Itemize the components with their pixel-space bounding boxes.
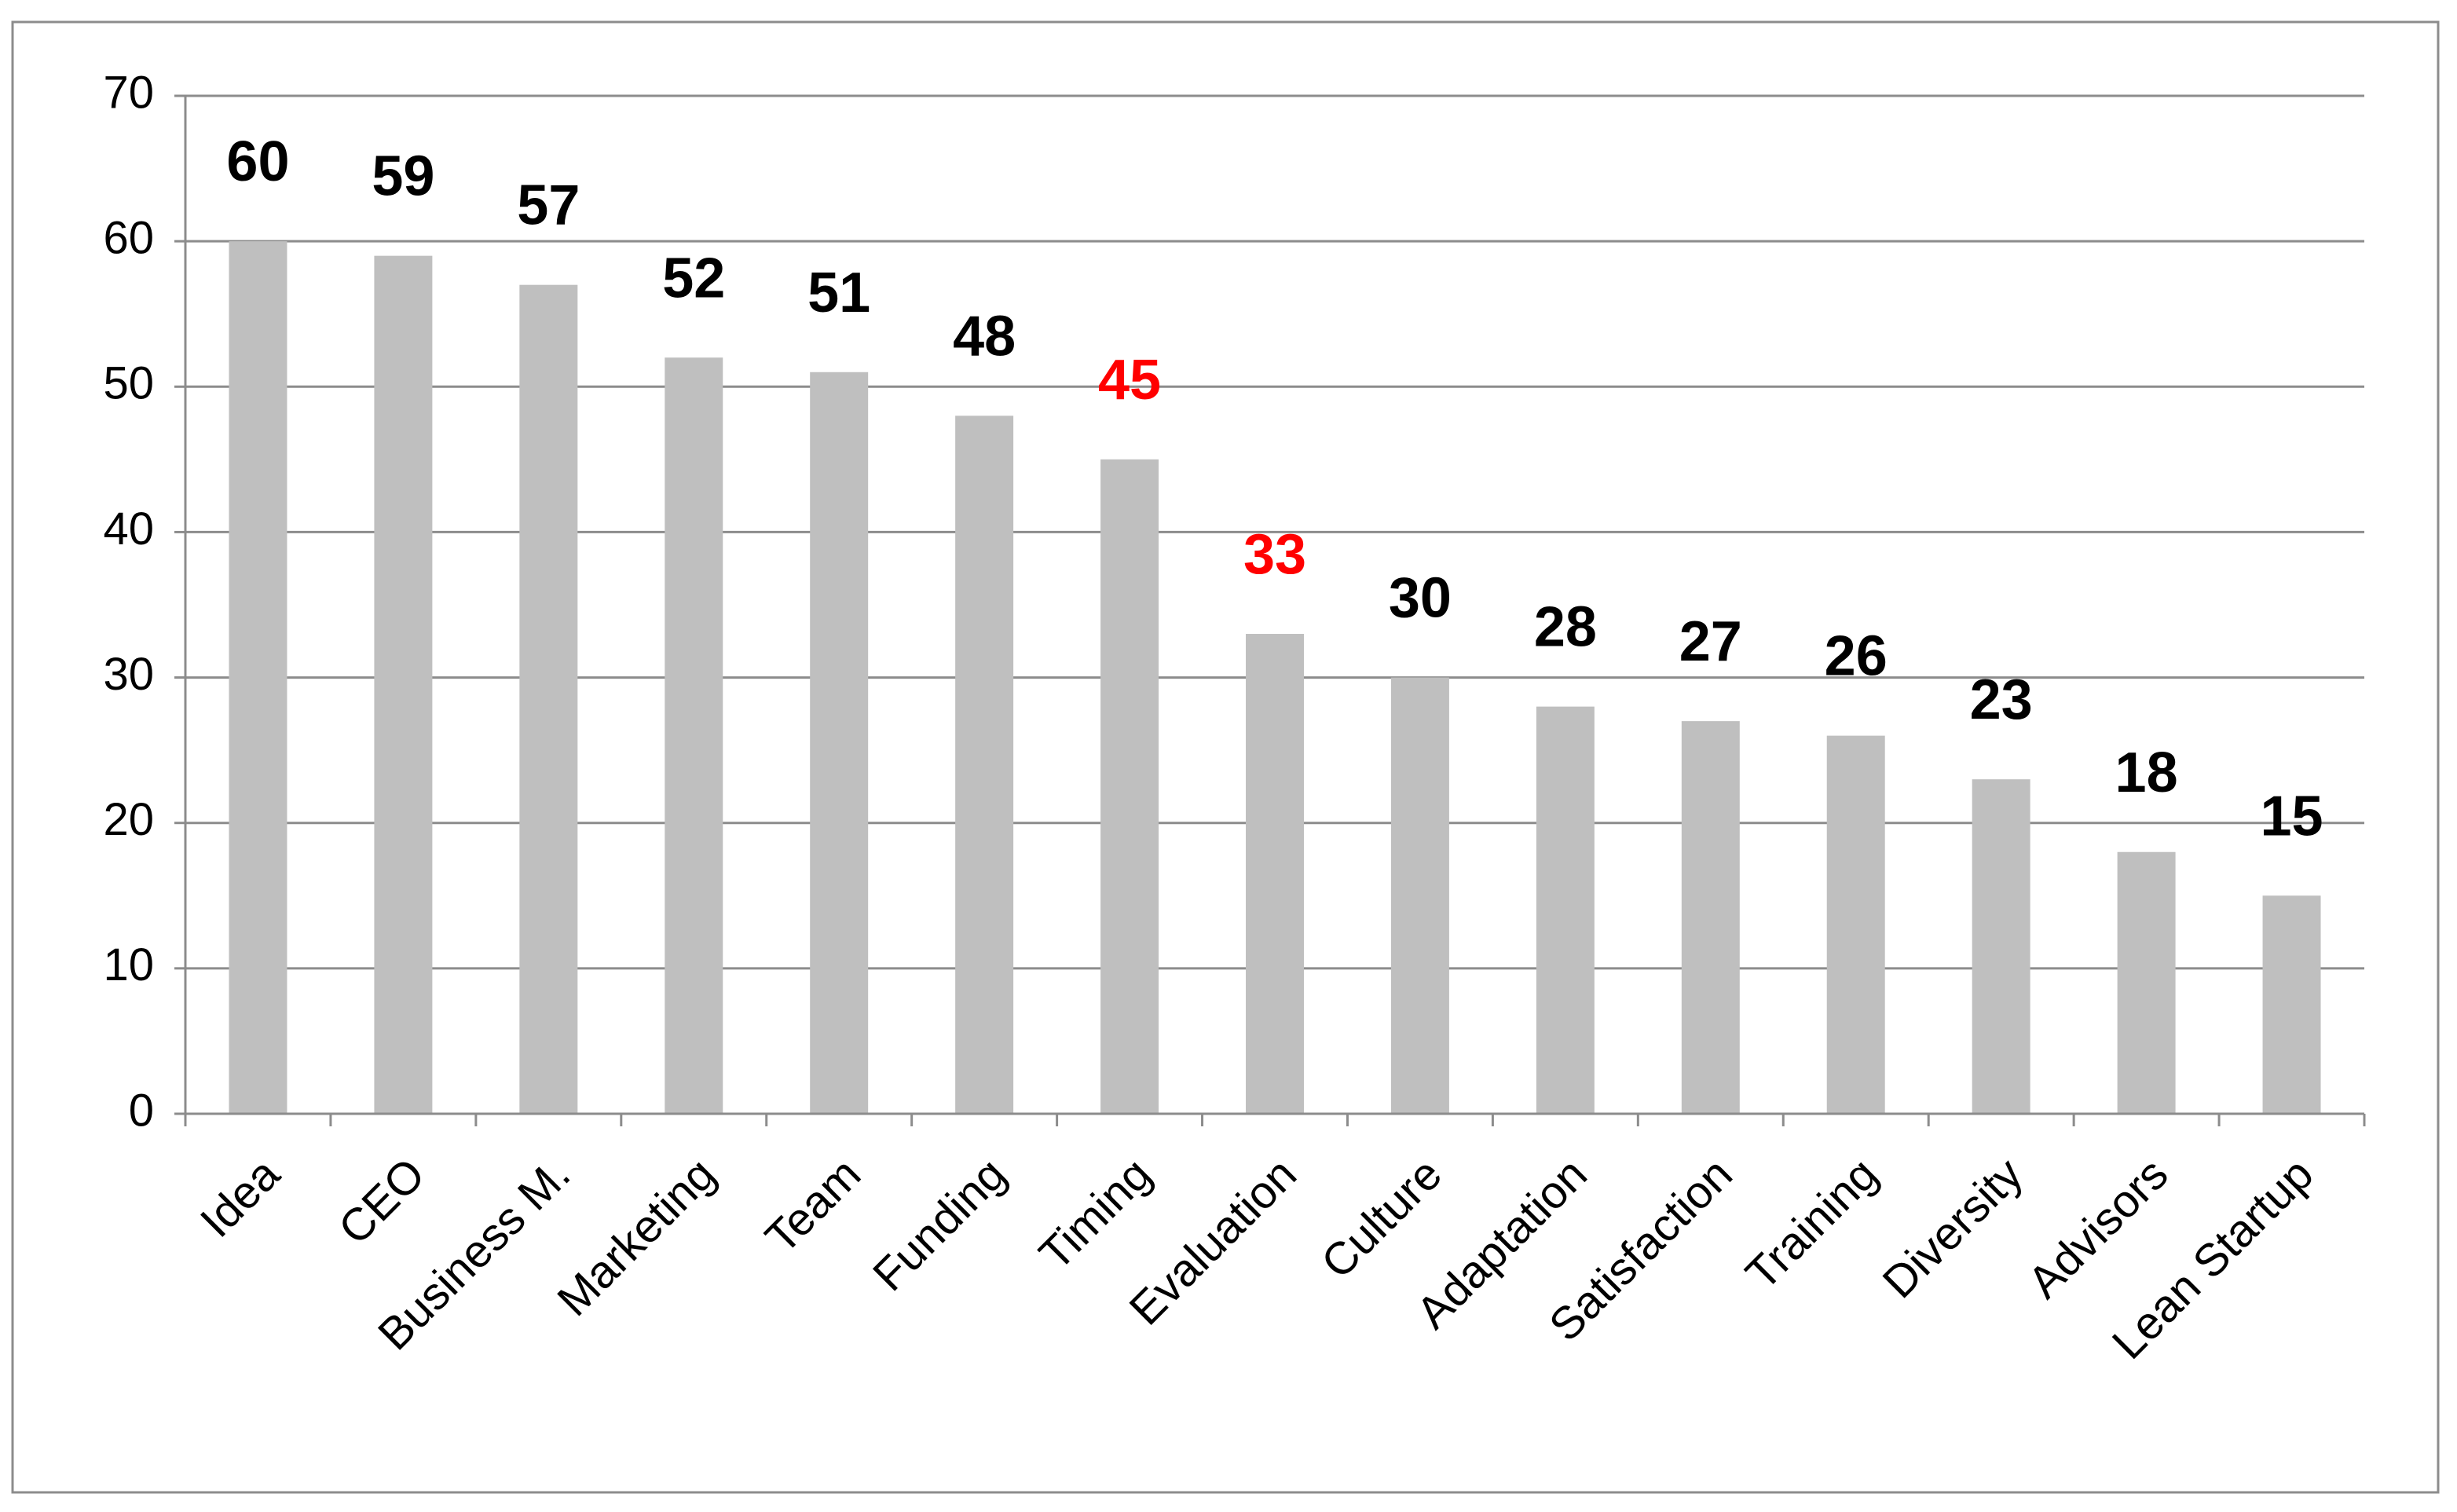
bar (1972, 779, 2030, 1114)
value-label: 45 (1098, 349, 1161, 412)
value-label: 60 (226, 130, 289, 193)
bar (229, 241, 287, 1115)
value-label: 26 (1825, 625, 1888, 688)
bar (810, 372, 869, 1114)
value-label: 27 (1679, 610, 1742, 673)
bar (955, 416, 1014, 1114)
y-tick-label: 20 (103, 794, 154, 845)
value-label: 23 (1970, 668, 2033, 731)
value-label: 30 (1389, 567, 1452, 630)
bar (1536, 706, 1595, 1114)
y-tick-label: 0 (129, 1085, 154, 1136)
y-tick-label: 30 (103, 649, 154, 700)
bar (519, 284, 578, 1115)
bar (374, 255, 433, 1115)
y-tick-label: 40 (103, 503, 154, 555)
value-label: 18 (2115, 741, 2178, 804)
bar (1681, 721, 1740, 1114)
value-label: 57 (517, 174, 580, 237)
bar (2262, 895, 2321, 1114)
bar (1390, 677, 1449, 1114)
value-label: 15 (2260, 785, 2323, 848)
y-tick-label: 70 (103, 67, 154, 118)
bar (1100, 459, 1159, 1114)
y-tick-label: 10 (103, 939, 154, 990)
bar (1826, 735, 1885, 1114)
value-label: 51 (807, 262, 870, 324)
bar (1246, 634, 1304, 1114)
value-label: 28 (1534, 596, 1597, 659)
value-label: 48 (953, 305, 1016, 368)
value-label: 52 (662, 247, 725, 309)
value-label: 33 (1243, 523, 1306, 586)
y-tick-label: 60 (103, 212, 154, 263)
y-tick-label: 50 (103, 358, 154, 409)
bar (665, 357, 723, 1114)
value-label: 59 (372, 145, 434, 208)
bar (2117, 851, 2176, 1114)
